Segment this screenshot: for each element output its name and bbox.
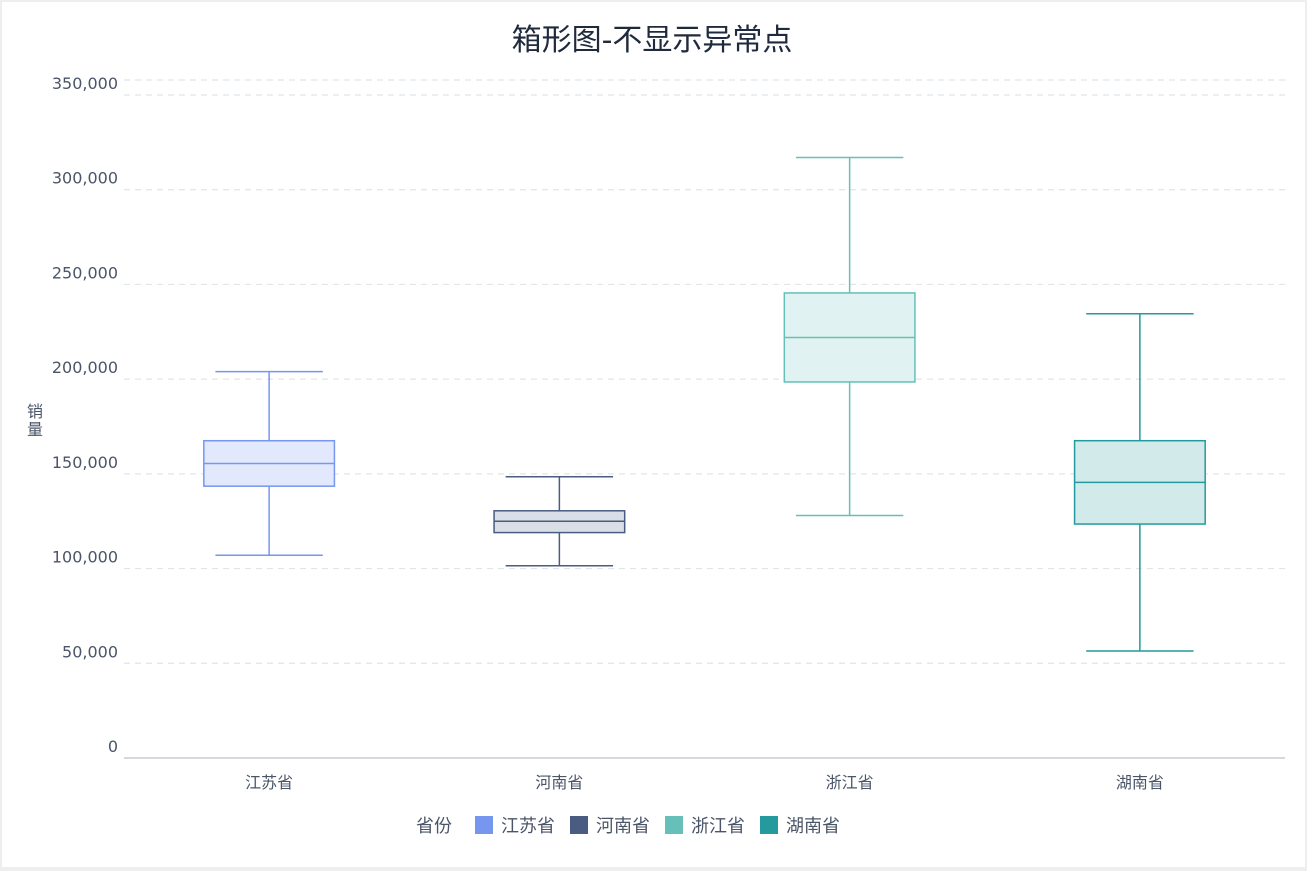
legend-swatch [760,816,778,834]
y-tick-label: 150,000 [52,453,118,472]
box-3 [783,156,916,517]
x-tick-label: 浙江省 [826,773,874,792]
x-tick-label: 河南省 [535,773,583,792]
y-tick-label: 0 [108,737,118,756]
x-tick-label: 湖南省 [1116,773,1164,792]
legend-label: 河南省 [596,816,650,837]
box-2 [493,475,626,567]
x-tick-label: 江苏省 [245,773,293,792]
y-tick-label: 350,000 [52,74,118,93]
legend-label: 江苏省 [501,816,555,837]
y-tick-label: 50,000 [62,642,118,661]
y-tick-label: 250,000 [52,263,118,282]
legend-swatch [570,816,588,834]
boxes [203,156,1206,652]
y-axis: 0 50,000 100,000 150,000 200,000 250,000 300,0… [52,74,118,756]
legend-title: 省份 [416,816,452,837]
y-tick-label: 200,000 [52,358,118,377]
legend-swatch [475,816,493,834]
y-tick-label: 300,000 [52,169,118,188]
legend-label: 湖南省 [786,816,840,837]
y-tick-label: 100,000 [52,548,118,567]
legend-swatch [665,816,683,834]
chart-title: 箱形图-不显示异常点 [512,23,793,58]
x-axis: 江苏省 河南省 浙江省 湖南省 [245,773,1164,792]
legend-label: 浙江省 [691,816,745,837]
box-1 [203,370,336,557]
box-4 [1073,313,1206,652]
y-axis-title: 销量 [27,402,43,439]
legend: 省份 江苏省 河南省 浙江省 湖南省 [416,816,840,837]
